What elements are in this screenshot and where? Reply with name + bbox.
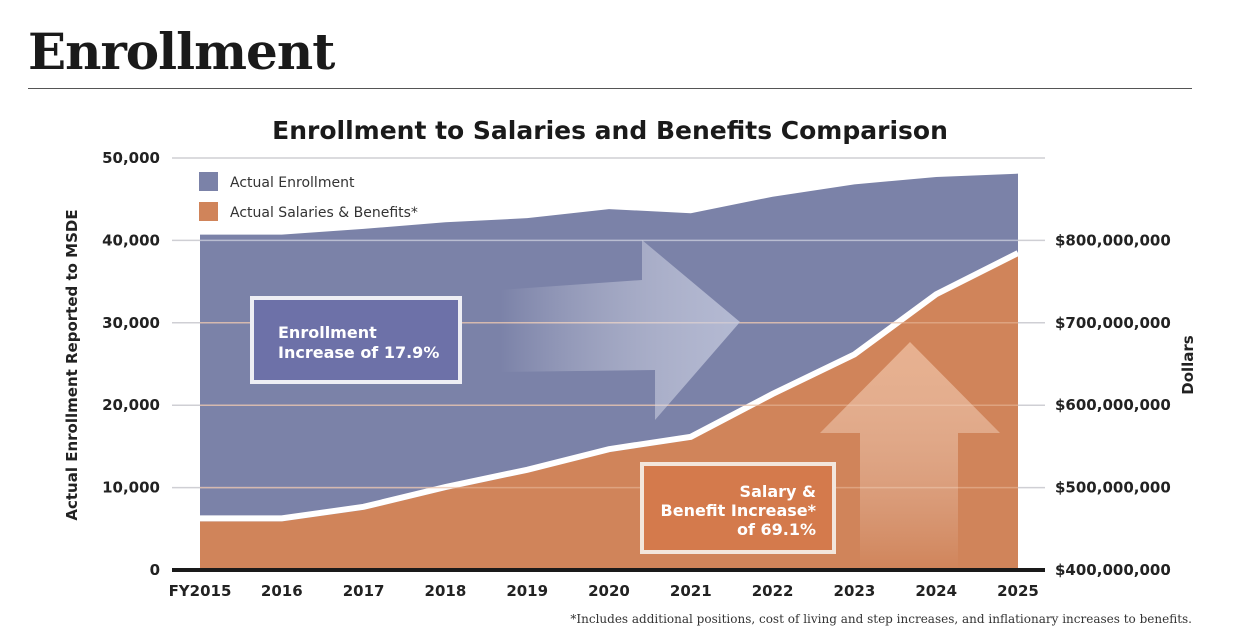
x-tick-label: 2017 [343,582,385,600]
arrow-up-icon [820,342,1000,570]
salaries-line [200,250,1020,522]
x-tick-label: 2019 [506,582,548,600]
footnote: *Includes additional positions, cost of … [570,612,1192,626]
x-tick-label: 2022 [752,582,794,600]
y-tick-label: 50,000 [102,149,160,167]
arrow-right-icon [500,240,740,420]
y-tick-label: 20,000 [102,396,160,414]
y-tick-label: 0 [150,561,160,579]
y-tick-label: 30,000 [102,314,160,332]
x-tick-label: FY2015 [169,582,232,600]
x-tick-label: 2023 [834,582,876,600]
x-tick-label: 2025 [997,582,1039,600]
y-right-tick-label: $700,000,000 [1055,314,1171,332]
legend-label: Actual Salaries & Benefits* [230,205,418,221]
x-tick-label: 2020 [588,582,630,600]
y-right-tick-label: $500,000,000 [1055,479,1171,497]
salary-annotation-text: of 69.1% [737,520,816,539]
salary-annotation-text: Salary & [740,482,816,501]
y-tick-label: 10,000 [102,479,160,497]
x-tick-label: 2018 [425,582,467,600]
salary-annotation-box [640,462,836,554]
page-title: Enrollment [28,22,335,81]
y-axis-right-label: Dollars [1179,335,1197,395]
enrollment-annotation-box [250,296,462,384]
legend-label: Actual Enrollment [230,175,355,191]
x-tick-label: 2016 [261,582,303,600]
x-tick-label: 2024 [915,582,957,600]
y-right-tick-label: $400,000,000 [1055,561,1171,579]
legend-swatch [199,202,218,221]
y-right-tick-label: $600,000,000 [1055,396,1171,414]
salary-annotation-text: Benefit Increase* [661,501,817,520]
y-axis-label: Actual Enrollment Reported to MSDE [63,209,81,520]
chart-title: Enrollment to Salaries and Benefits Comp… [272,116,948,145]
x-tick-label: 2021 [670,582,712,600]
enrollment-annotation-text: Enrollment [278,323,377,342]
legend-swatch [199,172,218,191]
y-right-tick-label: $800,000,000 [1055,231,1171,249]
y-tick-label: 40,000 [102,231,160,249]
enrollment-annotation-text: Increase of 17.9% [278,343,439,362]
title-divider [28,88,1192,89]
